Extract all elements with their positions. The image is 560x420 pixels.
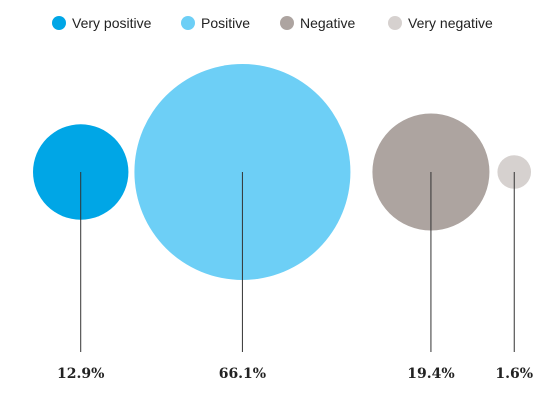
legend: Very positive Positive Negative Very neg… [0,10,560,36]
legend-swatch-very-negative [388,16,402,30]
value-label-positive: 66.1% [219,366,266,382]
legend-item-negative: Negative [280,10,355,36]
legend-label-very-positive: Very positive [72,15,152,31]
value-label-very-negative: 1.6% [495,366,533,382]
legend-swatch-positive [181,16,195,30]
legend-item-positive: Positive [181,10,250,36]
legend-label-very-negative: Very negative [408,15,493,31]
value-label-very-positive: 12.9% [57,366,104,382]
legend-label-positive: Positive [201,15,251,31]
legend-label-negative: Negative [300,15,356,31]
legend-swatch-very-positive [52,16,66,30]
legend-item-very-positive: Very positive [52,10,151,36]
value-label-negative: 19.4% [407,366,454,382]
legend-swatch-negative [280,16,294,30]
legend-item-very-negative: Very negative [388,10,493,36]
